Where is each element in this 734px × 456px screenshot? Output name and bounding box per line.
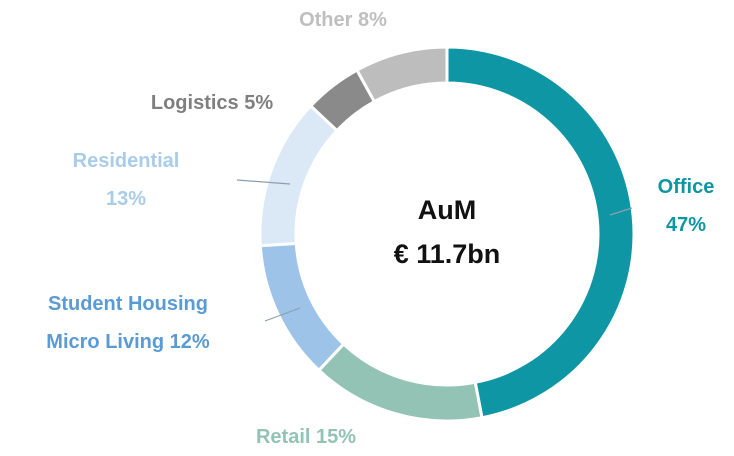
slice-label: Student Housing Micro Living 12% <box>28 285 228 361</box>
leader-line <box>236 179 291 185</box>
value-label: 8% <box>358 9 387 31</box>
donut-segment <box>258 103 340 248</box>
category-name: Other <box>299 9 353 31</box>
category-name: Residential <box>72 150 180 172</box>
slice-label: Residential 13% <box>61 142 191 218</box>
center-label: € 11.7bn <box>394 239 501 269</box>
value-label: 15% <box>316 426 357 448</box>
donut-segment <box>308 68 377 133</box>
value-label: 13% <box>105 188 147 210</box>
slice-label: Office 47% <box>646 168 726 244</box>
category-name: Retail <box>255 426 311 448</box>
leader-line <box>609 207 633 216</box>
leader-line <box>264 307 301 322</box>
donut-segment <box>445 45 636 420</box>
donut-segment <box>316 341 484 423</box>
slice-label: Retail 15% <box>206 418 406 456</box>
value-label: 12% <box>169 331 210 353</box>
category-name: Office <box>657 176 715 198</box>
value-label: 47% <box>665 214 707 236</box>
center-label: AuM <box>418 195 476 225</box>
category-name: Student Housing Micro Living <box>46 293 208 353</box>
value-label: 5% <box>244 92 274 114</box>
donut-segment <box>258 241 346 373</box>
slice-label: Logistics 5% <box>112 84 312 122</box>
slice-label: Other 8% <box>243 1 443 39</box>
category-name: Logistics <box>150 92 239 114</box>
